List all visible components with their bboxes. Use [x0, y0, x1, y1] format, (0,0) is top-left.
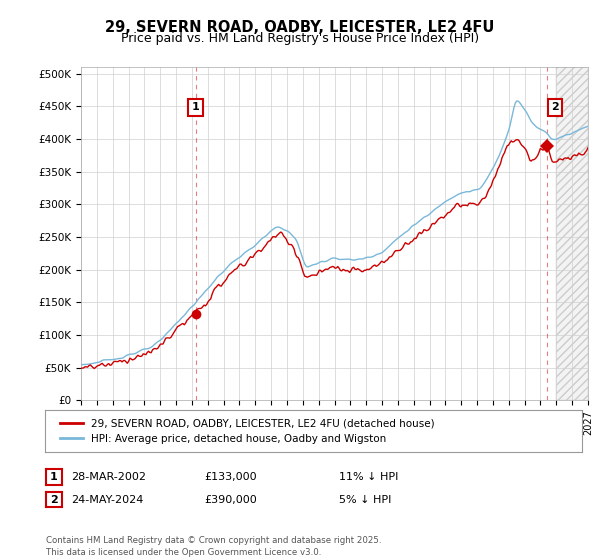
Text: 28-MAR-2002: 28-MAR-2002	[71, 472, 146, 482]
Legend: 29, SEVERN ROAD, OADBY, LEICESTER, LE2 4FU (detached house), HPI: Average price,: 29, SEVERN ROAD, OADBY, LEICESTER, LE2 4…	[56, 414, 439, 447]
Bar	[556, 67, 588, 400]
Text: 1: 1	[191, 102, 199, 112]
Text: Price paid vs. HM Land Registry's House Price Index (HPI): Price paid vs. HM Land Registry's House …	[121, 32, 479, 45]
Text: £133,000: £133,000	[204, 472, 257, 482]
Bar	[556, 67, 588, 400]
Text: 11% ↓ HPI: 11% ↓ HPI	[339, 472, 398, 482]
Text: 5% ↓ HPI: 5% ↓ HPI	[339, 494, 391, 505]
Text: 1: 1	[50, 472, 58, 482]
Text: £390,000: £390,000	[204, 494, 257, 505]
Text: 29, SEVERN ROAD, OADBY, LEICESTER, LE2 4FU: 29, SEVERN ROAD, OADBY, LEICESTER, LE2 4…	[106, 20, 494, 35]
Text: 2: 2	[551, 102, 559, 112]
Text: Contains HM Land Registry data © Crown copyright and database right 2025.
This d: Contains HM Land Registry data © Crown c…	[46, 536, 382, 557]
Text: 2: 2	[50, 494, 58, 505]
Text: 24-MAY-2024: 24-MAY-2024	[71, 494, 143, 505]
